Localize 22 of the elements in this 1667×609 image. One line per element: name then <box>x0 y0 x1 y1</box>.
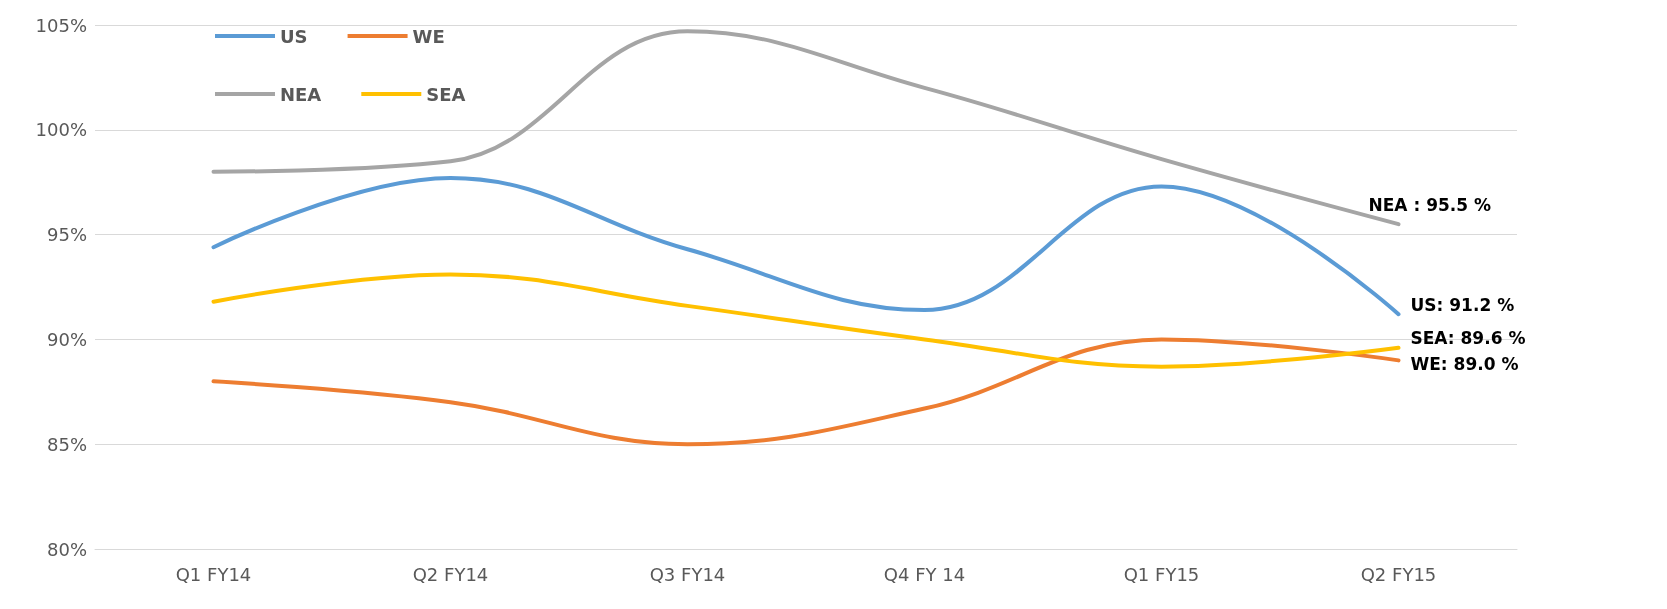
x-tick-label: Q2 FY14 <box>412 563 489 585</box>
legend-label: SEA <box>426 83 466 105</box>
annotation: WE: 89.0 % <box>1410 354 1519 375</box>
annotation: SEA: 89.6 % <box>1410 328 1526 349</box>
x-tick-label: Q3 FY14 <box>649 563 726 585</box>
y-tick-label: 80% <box>46 538 87 560</box>
y-tick-label: 95% <box>46 224 87 246</box>
x-tick-label: Q1 FY14 <box>175 563 252 585</box>
y-tick-label: 85% <box>46 433 87 455</box>
y-tick-label: 105% <box>35 14 87 36</box>
annotation: US: 91.2 % <box>1410 294 1515 315</box>
y-tick-label: 90% <box>46 328 87 350</box>
x-tick-label: Q1 FY15 <box>1123 563 1200 585</box>
line-series <box>211 337 1401 447</box>
legend-label: NEA <box>280 83 322 105</box>
x-tick-label: Q2 FY15 <box>1360 563 1437 585</box>
legend-label: US <box>280 25 308 47</box>
annotation: NEA : 95.5 % <box>1368 194 1492 215</box>
y-tick-label: 100% <box>35 119 87 141</box>
x-tick-label: Q4 FY 14 <box>883 563 966 585</box>
line-series <box>211 272 1401 369</box>
legend-label: WE <box>412 25 445 47</box>
